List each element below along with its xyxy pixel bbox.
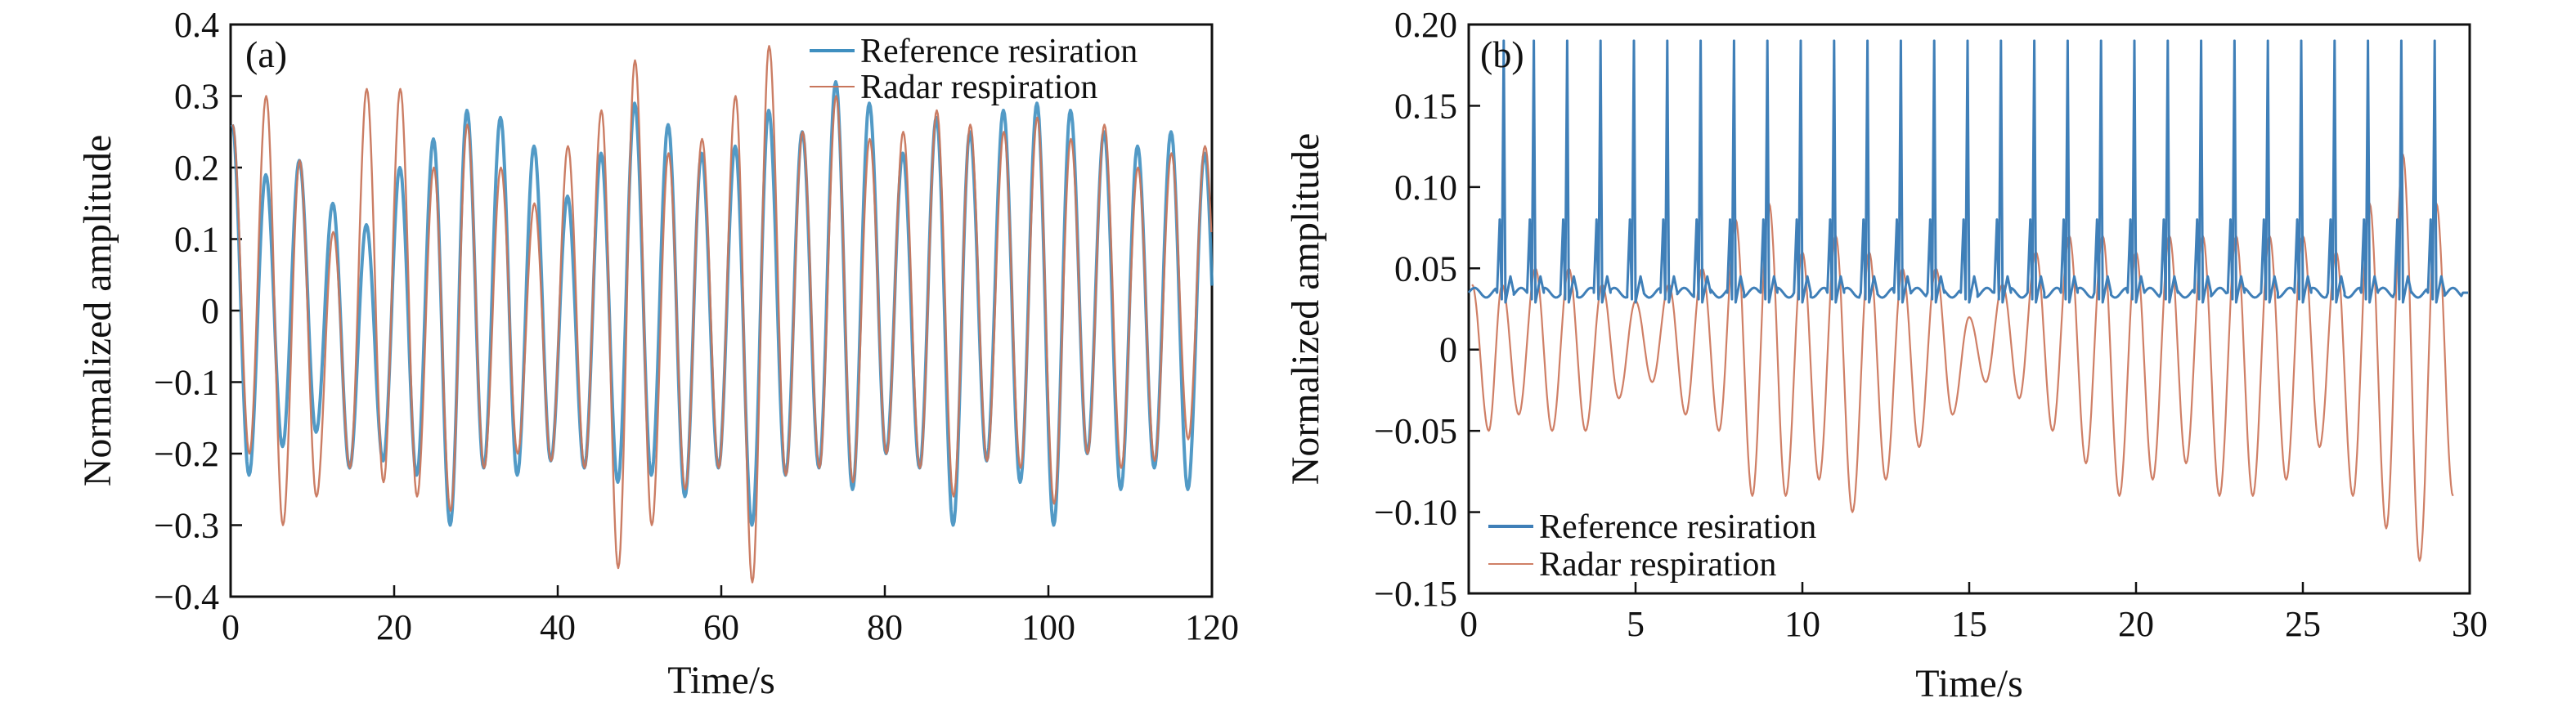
x-tick-label: 60 (703, 607, 739, 647)
x-tick-label: 20 (376, 607, 412, 647)
y-tick-label: 0 (201, 291, 219, 331)
x-tick-label: 120 (1185, 607, 1239, 647)
reference-series-line-b (1467, 39, 2468, 304)
y-tick-label: −0.4 (154, 577, 219, 617)
y-tick-label: −0.3 (154, 506, 219, 546)
legend-a: Reference resiration Radar respiration (810, 33, 1138, 106)
x-tick-label: 5 (1627, 604, 1645, 644)
x-axis-label-b: Time/s (1915, 662, 2023, 705)
x-tick-label: 20 (2118, 604, 2154, 644)
y-tick-label: −0.1 (154, 363, 219, 403)
chart-panel-a: 0.4 0.3 0.2 0.1 0 −0.1 −0.2 −0.3 −0.4 0 20 40 60 80 1… (76, 5, 1239, 702)
x-tick-label: 100 (1021, 607, 1075, 647)
legend-label-radar-a: Radar respiration (860, 69, 1097, 106)
x-tick-label: 40 (540, 607, 576, 647)
panel-label-b: (b) (1480, 34, 1524, 75)
series-lines-b (1467, 39, 2468, 562)
panel-label-a: (a) (245, 34, 287, 75)
y-tick-label: −0.10 (1374, 493, 1457, 533)
y-axis-label-b: Normalized amplitude (1284, 133, 1327, 486)
y-axis-label-a: Normalized amplitude (76, 135, 119, 487)
plot-area-a (229, 23, 1214, 598)
legend-b: Reference resiration Radar respiration (1488, 508, 1816, 584)
y-tick-label: 0 (1439, 330, 1457, 370)
y-tick-label: −0.05 (1374, 411, 1457, 451)
y-tick-label: 0.1 (174, 220, 219, 260)
radar-series-line-b (1471, 154, 2454, 562)
y-tick-label: 0.2 (174, 148, 219, 188)
y-tick-label: 0.15 (1394, 86, 1457, 126)
y-tick-label: 0.4 (174, 5, 219, 45)
y-tick-label: −0.15 (1374, 574, 1457, 614)
x-tick-label: 10 (1784, 604, 1820, 644)
y-tick-label: 0.20 (1394, 5, 1457, 45)
x-tick-label: 15 (1951, 604, 1987, 644)
y-tick-label: 0.3 (174, 77, 219, 117)
x-axis-a: 0 20 40 60 80 100 120 (222, 585, 1239, 647)
y-tick-label: 0.05 (1394, 248, 1457, 289)
x-axis-label-a: Time/s (667, 659, 775, 702)
y-axis-a: 0.4 0.3 0.2 0.1 0 −0.1 −0.2 −0.3 −0.4 (154, 5, 242, 617)
x-tick-label: 25 (2285, 604, 2321, 644)
legend-label-radar-b: Radar respiration (1539, 546, 1776, 584)
x-tick-label: 80 (867, 607, 903, 647)
series-lines-a (231, 45, 1214, 584)
chart-panel-b: 0.20 0.15 0.10 0.05 0 −0.05 −0.10 −0.15 0 5 10 15 2… (1284, 5, 2488, 705)
reference-series-line-a (231, 80, 1214, 527)
legend-label-reference-b: Reference resiration (1539, 508, 1816, 546)
x-tick-label: 0 (1460, 604, 1478, 644)
x-tick-label: 0 (222, 607, 240, 647)
x-axis-b: 0 5 10 15 20 25 30 (1460, 582, 2488, 644)
y-tick-label: −0.2 (154, 434, 219, 474)
radar-series-line-a (231, 45, 1213, 584)
y-tick-label: 0.10 (1394, 168, 1457, 208)
y-axis-b: 0.20 0.15 0.10 0.05 0 −0.05 −0.10 −0.15 (1374, 5, 1480, 614)
x-tick-label: 30 (2452, 604, 2488, 644)
legend-label-reference-a: Reference resiration (860, 33, 1138, 70)
